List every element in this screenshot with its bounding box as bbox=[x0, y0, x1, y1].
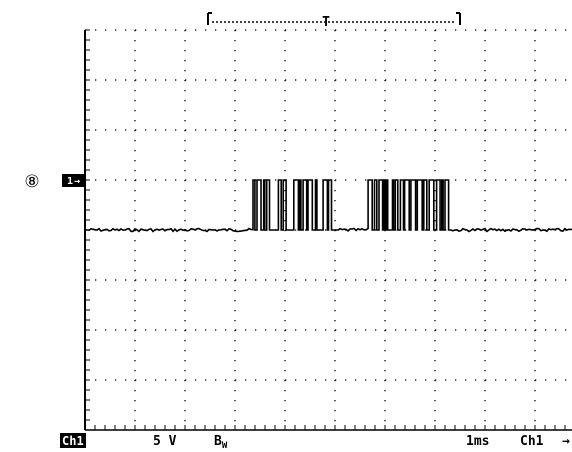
channel-1-trace bbox=[85, 179, 572, 233]
volts-per-div: 5 V bbox=[153, 434, 177, 449]
axis-ticks bbox=[84, 29, 566, 431]
channel-label: Ch1 bbox=[62, 434, 84, 448]
status-bar: Ch1 5 V BW 1ms Ch1 → bbox=[60, 433, 570, 451]
time-per-div: 1ms bbox=[466, 434, 489, 449]
trigger-marker: T bbox=[322, 15, 330, 30]
callout-number: ⑧ bbox=[24, 172, 39, 192]
svg-text:→: → bbox=[74, 176, 80, 187]
svg-text:1: 1 bbox=[67, 176, 73, 187]
channel-1-marker: 1 → bbox=[62, 174, 84, 187]
bandwidth-limit: BW bbox=[214, 434, 228, 451]
trigger-window: T bbox=[207, 12, 461, 30]
trigger-source: Ch1 bbox=[520, 434, 544, 449]
trigger-slope: → bbox=[562, 434, 570, 449]
channel-badge bbox=[60, 433, 86, 448]
plot-area bbox=[84, 29, 572, 431]
